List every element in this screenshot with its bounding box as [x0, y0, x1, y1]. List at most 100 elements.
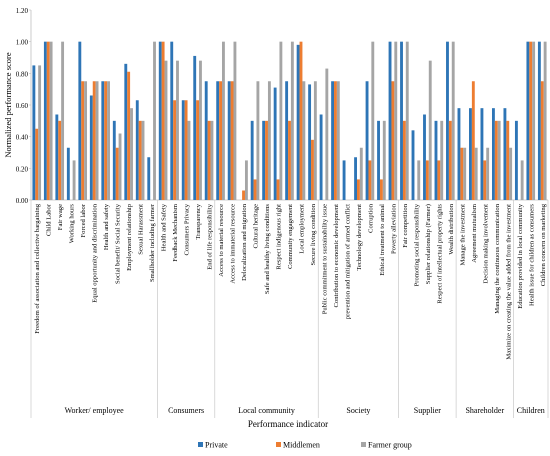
bar-farmer-group [164, 60, 168, 200]
bar-farmer-group [382, 120, 386, 200]
bar-farmer-group [417, 160, 421, 200]
x-tick-label: Child Labor [46, 203, 53, 236]
bar-middlemen [58, 120, 62, 200]
y-tick-label: 0.00 [16, 197, 29, 205]
bar-farmer-group [440, 120, 444, 200]
bar-middlemen [299, 41, 303, 200]
bar-private [480, 108, 484, 200]
bar-farmer-group [141, 120, 145, 200]
bar-farmer-group [153, 41, 156, 200]
bar-private [193, 55, 197, 200]
y-tick-label: 0.20 [16, 165, 29, 173]
bar-farmer-group [38, 65, 42, 201]
bar-middlemen [494, 120, 498, 200]
bar-private [55, 114, 59, 200]
bar-farmer-group [486, 147, 490, 200]
x-tick-label: Technology development [356, 204, 363, 271]
bar-middlemen [506, 120, 510, 200]
x-tick-label: Agreement mutualism [471, 203, 478, 263]
x-tick-label: Community engagement [287, 204, 294, 269]
x-tick-label: End of life responsibility [207, 203, 214, 269]
x-tick-label: Access to material resource [218, 204, 225, 277]
bar-farmer-group [95, 81, 99, 200]
bar-private [503, 108, 507, 200]
bar-farmer-group [463, 147, 467, 200]
x-tick-label: Respect of intellectual property rights [436, 204, 443, 304]
x-tick-label: Forced labor [80, 203, 87, 237]
bar-farmer-group [290, 41, 294, 200]
bar-private [124, 63, 128, 201]
bar-farmer-group [84, 81, 88, 200]
bar-private [423, 114, 426, 200]
bar-private [537, 41, 541, 200]
bar-private [89, 95, 93, 200]
x-tick-label: Cultural heritage [253, 204, 260, 249]
x-tick-label: Employment relationship [126, 203, 133, 271]
x-tick-label: Ethical treatment to animal [379, 204, 386, 276]
bar-middlemen [161, 41, 165, 200]
bar-private [308, 84, 312, 200]
bar-private [112, 120, 116, 200]
bar-private [446, 41, 449, 200]
bar-farmer-group [244, 160, 248, 200]
bar-farmer-group [325, 68, 329, 200]
legend-label: Middlemen [283, 441, 320, 450]
bar-private [400, 41, 403, 200]
x-tick-label: Poverty alleviation [390, 203, 397, 254]
bar-middlemen [334, 81, 337, 200]
bar-private [273, 87, 277, 200]
bar-farmer-group [474, 147, 478, 200]
legend-label: Farmer group [368, 441, 412, 450]
bar-middlemen [196, 100, 200, 200]
bar-farmer-group [302, 81, 306, 200]
bar-farmer-group [359, 147, 363, 200]
bar-private [285, 81, 289, 200]
bar-middlemen [35, 128, 39, 200]
bar-middlemen [356, 179, 360, 200]
x-tick-label: Freedom of association and collective ba… [34, 203, 41, 333]
bar-farmer-group [394, 41, 398, 200]
bar-private [296, 44, 300, 201]
bar-private [170, 41, 174, 200]
bar-private [342, 160, 346, 200]
x-tick-label: Education provided in local community [517, 203, 524, 308]
bar-farmer-group [497, 120, 501, 200]
bar-middlemen [437, 160, 441, 200]
bar-private [135, 100, 139, 200]
bar-private [101, 81, 105, 200]
bar-farmer-group [61, 41, 65, 200]
bar-middlemen [448, 120, 452, 200]
x-tick-label: Health issue for children as consumers [528, 204, 535, 306]
bar-farmer-group [371, 41, 375, 200]
bar-private [491, 108, 495, 200]
x-tick-label: Social benefit/ Social Security [115, 203, 122, 284]
x-tick-label: Contribution to economic development [333, 204, 340, 308]
bar-private [78, 41, 82, 200]
bar-private [66, 147, 70, 200]
bar-farmer-group [405, 41, 409, 200]
bar-farmer-group [509, 147, 513, 200]
bar-middlemen [311, 139, 314, 200]
bar-farmer-group [187, 120, 191, 200]
legend-label: Private [205, 441, 228, 450]
bar-farmer-group [118, 133, 122, 200]
x-tick-label: Children concern on marketing [540, 203, 547, 286]
bar-private [377, 120, 380, 200]
bar-middlemen [471, 81, 475, 200]
bar-farmer-group [543, 41, 547, 200]
bar-middlemen [230, 81, 234, 200]
bar-private [181, 100, 185, 200]
bar-private [411, 130, 415, 200]
bar-farmer-group [199, 60, 202, 200]
x-tick-label: Public commitment to sustainability issu… [321, 204, 328, 314]
legend-swatch-farmer-group [361, 442, 366, 447]
y-tick-label: 0.40 [16, 134, 29, 142]
bar-farmer-group [256, 81, 260, 200]
bar-middlemen [425, 160, 429, 200]
bar-farmer-group [222, 41, 225, 200]
x-tick-label: Maximize on creating the value added fro… [505, 204, 512, 360]
bar-farmer-group [130, 108, 133, 200]
bar-private [514, 120, 518, 200]
